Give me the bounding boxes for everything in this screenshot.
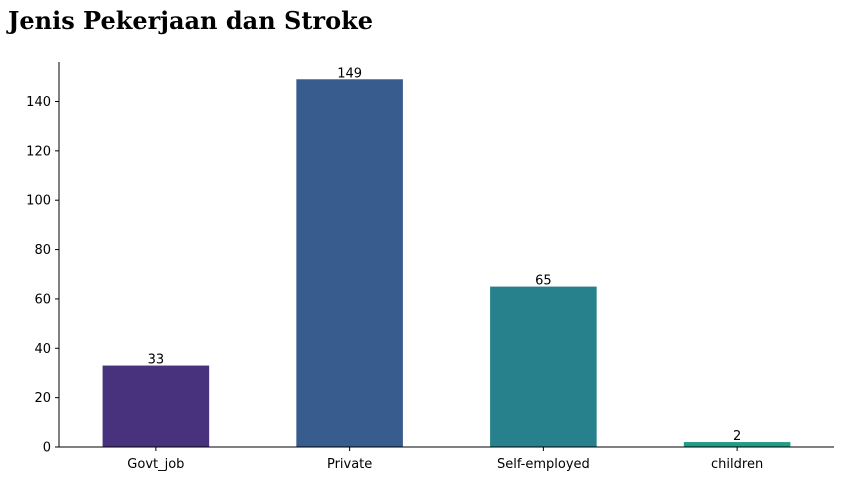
data-label: 65 xyxy=(535,274,552,289)
data-label: 149 xyxy=(337,66,362,81)
x-tick-label: Govt_job xyxy=(127,457,184,472)
y-tick-label: 20 xyxy=(34,391,51,406)
x-tick-label: Private xyxy=(327,457,372,472)
x-tick-label: Self-employed xyxy=(497,457,590,472)
y-tick-label: 40 xyxy=(34,342,51,357)
y-tick-label: 60 xyxy=(34,292,51,307)
bar-children xyxy=(683,442,791,447)
x-axis: Govt_job Private Self-employed children xyxy=(59,446,834,472)
bar-private xyxy=(296,79,403,448)
bar-self-employed xyxy=(490,286,597,447)
y-tick-label: 140 xyxy=(26,95,51,110)
x-tick-label: children xyxy=(711,457,763,472)
y-axis: 0 20 40 60 80 100 120 140 xyxy=(26,62,60,456)
y-tick-label: 120 xyxy=(26,144,51,159)
bar-govt-job xyxy=(102,365,210,447)
data-label: 33 xyxy=(148,353,165,368)
y-tick-label: 0 xyxy=(43,441,51,456)
data-label: 2 xyxy=(733,429,741,444)
y-tick-label: 80 xyxy=(34,243,51,258)
data-labels-group: 33 149 65 2 xyxy=(148,66,742,444)
y-tick-label: 100 xyxy=(26,194,51,209)
chart-title: Jenis Pekerjaan dan Stroke xyxy=(8,6,373,35)
bars-group xyxy=(102,79,791,448)
